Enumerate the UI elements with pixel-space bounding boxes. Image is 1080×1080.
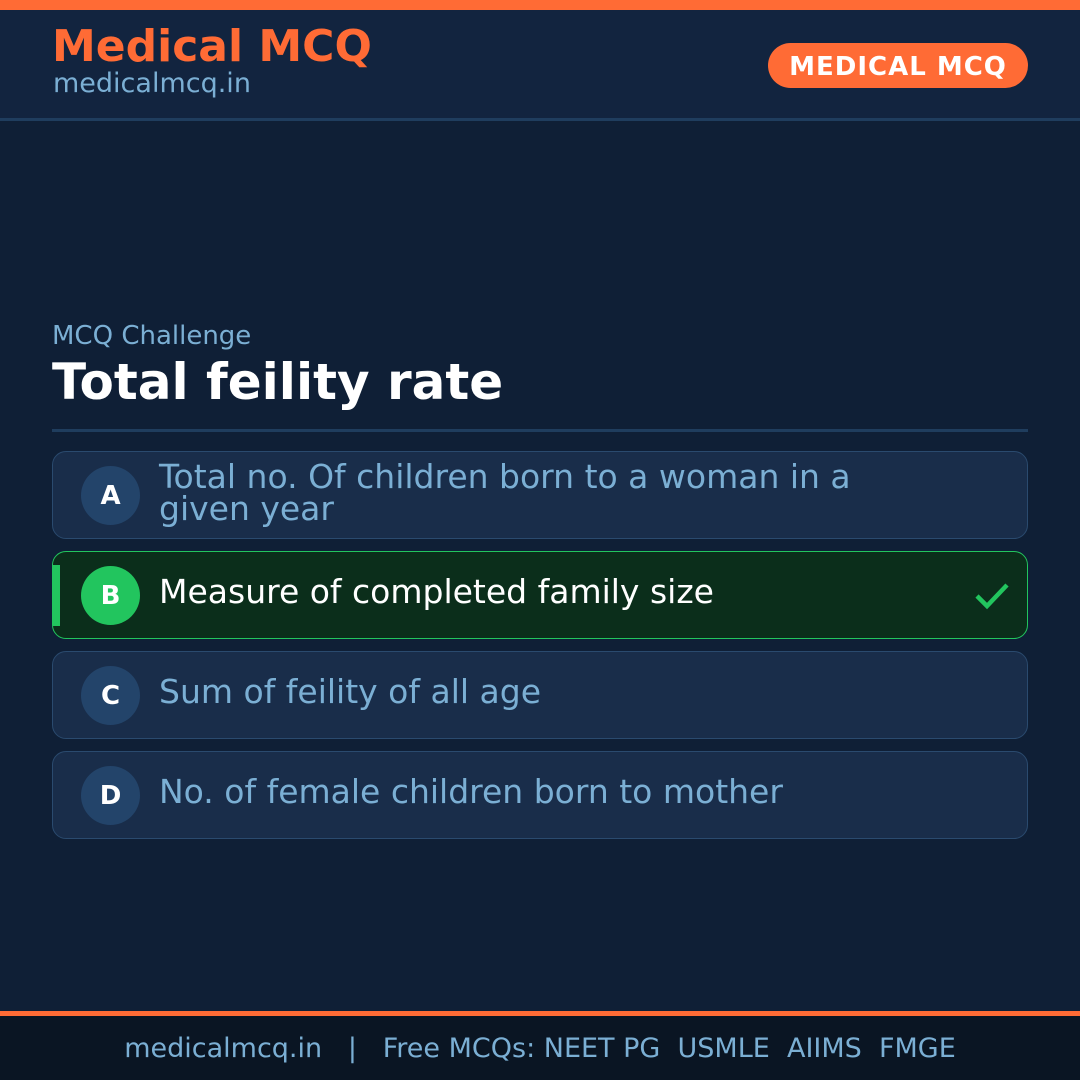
option-text: Total no. Of children born to a woman in… — [159, 457, 851, 528]
top-accent-bar — [0, 0, 1080, 10]
option-d[interactable]: D No. of female children born to mother — [52, 751, 1028, 839]
footer-text: medicalmcq.in | Free MCQs: NEET PG USMLE… — [124, 1032, 956, 1064]
footer: medicalmcq.in | Free MCQs: NEET PG USMLE… — [0, 1016, 1080, 1080]
option-letter-badge: A — [81, 466, 140, 525]
option-b-correct[interactable]: B Measure of completed family size — [52, 551, 1028, 639]
correct-accent-bar — [53, 565, 60, 626]
option-letter-badge: D — [81, 766, 140, 825]
footer-accent-bar — [0, 1011, 1080, 1016]
option-text: Sum of feility of all age — [159, 672, 541, 711]
brand-title: Medical MCQ — [52, 21, 372, 72]
option-text: Measure of completed family size — [159, 572, 714, 611]
question-subtitle: MCQ Challenge — [52, 321, 252, 351]
brand-badge: MEDICAL MCQ — [768, 43, 1028, 88]
option-letter-badge: B — [81, 566, 140, 625]
option-text: No. of female children born to mother — [159, 772, 783, 811]
option-c[interactable]: C Sum of feility of all age — [52, 651, 1028, 739]
option-letter-badge: C — [81, 666, 140, 725]
divider — [52, 429, 1028, 432]
option-a[interactable]: A Total no. Of children born to a woman … — [52, 451, 1028, 539]
check-icon — [975, 583, 1009, 610]
header: Medical MCQ medicalmcq.in MEDICAL MCQ — [0, 10, 1080, 121]
brand-url[interactable]: medicalmcq.in — [53, 68, 251, 99]
question-title: Total feility rate — [52, 353, 504, 411]
